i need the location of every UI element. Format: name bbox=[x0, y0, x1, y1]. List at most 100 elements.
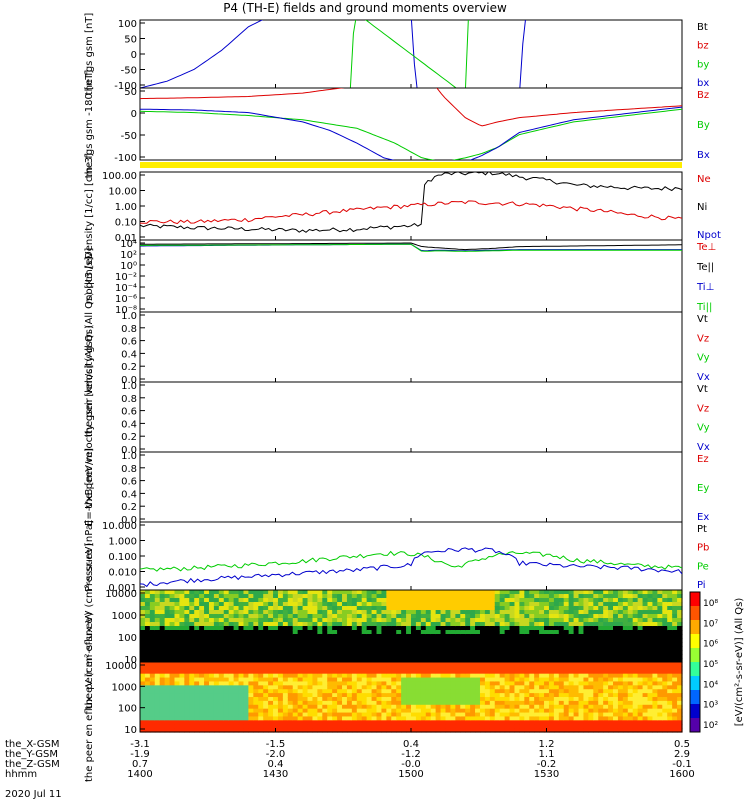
heatmap-cell bbox=[406, 673, 412, 679]
heatmap-cell bbox=[381, 716, 387, 721]
heatmap-cell bbox=[598, 662, 604, 667]
heatmap-cell bbox=[573, 665, 580, 671]
heatmap-cell bbox=[494, 626, 501, 631]
heatmap-cell bbox=[509, 728, 516, 733]
heatmap-cell bbox=[425, 614, 432, 619]
heatmap-cell bbox=[356, 650, 363, 655]
heatmap-cell bbox=[376, 598, 383, 603]
y-tick-label: 1.0 bbox=[121, 451, 137, 462]
legend-entry: Pt bbox=[697, 524, 707, 535]
heatmap-cell bbox=[337, 708, 343, 714]
heatmap-cell bbox=[361, 665, 368, 671]
y-tick-label: -100 bbox=[114, 81, 137, 92]
heatmap-cell bbox=[637, 693, 644, 698]
heatmap-cell bbox=[479, 677, 486, 683]
heatmap-cell bbox=[647, 646, 654, 651]
heatmap-cell bbox=[445, 689, 452, 694]
heatmap-cell bbox=[411, 634, 417, 639]
heatmap-cell bbox=[218, 650, 225, 655]
heatmap-cell bbox=[642, 622, 649, 627]
heatmap-cell bbox=[361, 598, 368, 603]
heatmap-cell bbox=[337, 724, 343, 729]
heatmap-cell bbox=[243, 673, 249, 679]
heatmap-cell bbox=[208, 590, 215, 595]
heatmap-cell bbox=[277, 594, 284, 599]
heatmap-cell bbox=[593, 626, 599, 631]
heatmap-cell bbox=[273, 689, 279, 694]
heatmap-cell bbox=[223, 634, 230, 639]
heatmap-cell bbox=[509, 724, 516, 729]
heatmap-cell bbox=[159, 658, 166, 663]
heatmap-cell bbox=[406, 610, 412, 615]
heatmap-cell bbox=[583, 634, 589, 639]
heatmap-cell bbox=[273, 681, 279, 686]
heatmap-cell bbox=[342, 685, 348, 690]
heatmap-cell bbox=[583, 712, 589, 718]
heatmap-cell bbox=[273, 665, 279, 671]
heatmap-cell bbox=[381, 708, 387, 714]
heatmap-cell bbox=[504, 614, 511, 619]
heatmap-cell bbox=[213, 598, 220, 603]
heatmap-cell bbox=[425, 704, 432, 710]
heatmap-cell bbox=[199, 618, 205, 623]
heatmap-cell bbox=[445, 669, 452, 675]
heatmap-cell bbox=[194, 716, 200, 721]
heatmap-cell bbox=[159, 716, 166, 721]
heatmap-cell bbox=[189, 622, 195, 627]
heatmap-cell bbox=[539, 693, 545, 698]
heatmap-cell bbox=[544, 642, 550, 647]
heatmap-cell bbox=[558, 665, 565, 671]
heatmap-cell bbox=[435, 728, 442, 733]
heatmap-cell bbox=[553, 606, 560, 611]
heatmap-cell bbox=[460, 646, 466, 651]
heatmap-cell bbox=[578, 622, 585, 627]
heatmap-cell bbox=[593, 673, 599, 679]
heatmap-cell bbox=[169, 606, 176, 611]
heatmap-cell bbox=[386, 697, 392, 702]
heatmap-cell bbox=[154, 590, 161, 595]
heatmap-cell bbox=[376, 622, 383, 627]
heatmap-cell bbox=[233, 594, 240, 599]
heatmap-cell bbox=[573, 610, 580, 615]
heatmap-cell bbox=[445, 638, 452, 643]
heatmap-cell bbox=[440, 634, 447, 639]
heatmap-cell bbox=[588, 704, 594, 710]
heatmap-cell bbox=[189, 700, 195, 706]
heatmap-cell bbox=[460, 677, 466, 683]
heatmap-cell bbox=[568, 662, 575, 667]
heatmap-cell bbox=[632, 658, 639, 663]
heatmap-cell bbox=[312, 724, 318, 729]
heatmap-cell bbox=[376, 618, 383, 623]
heatmap-cell bbox=[282, 618, 289, 623]
heatmap-cell bbox=[519, 654, 525, 659]
heatmap-cell bbox=[583, 685, 589, 690]
heatmap-cell bbox=[420, 720, 427, 725]
heatmap-cell bbox=[154, 681, 161, 686]
heatmap-cell bbox=[159, 598, 166, 603]
heatmap-cell bbox=[677, 654, 683, 659]
heatmap-cell bbox=[627, 673, 634, 679]
heatmap-cell bbox=[460, 630, 466, 635]
heatmap-cell bbox=[489, 681, 496, 686]
heatmap-cell bbox=[179, 704, 185, 710]
heatmap-cell bbox=[342, 642, 348, 647]
heatmap-cell bbox=[184, 610, 190, 615]
heatmap-cell bbox=[568, 602, 575, 607]
heatmap-cell bbox=[273, 704, 279, 710]
heatmap-cell bbox=[627, 693, 634, 698]
heatmap-cell bbox=[273, 712, 279, 718]
heatmap-cell bbox=[563, 646, 570, 651]
heatmap-cell bbox=[465, 697, 471, 702]
heatmap-cell bbox=[140, 708, 146, 714]
heatmap-cell bbox=[534, 677, 540, 683]
heatmap-cell bbox=[548, 669, 555, 675]
heatmap-cell bbox=[194, 689, 200, 694]
heatmap-cell bbox=[514, 685, 520, 690]
heatmap-cell bbox=[228, 630, 235, 635]
heatmap-cell bbox=[302, 602, 309, 607]
heatmap-cell bbox=[544, 622, 550, 627]
heatmap-cell bbox=[598, 712, 604, 718]
footer-value: 1.1 bbox=[539, 749, 555, 760]
heatmap-cell bbox=[445, 662, 452, 667]
heatmap-cell bbox=[342, 618, 348, 623]
